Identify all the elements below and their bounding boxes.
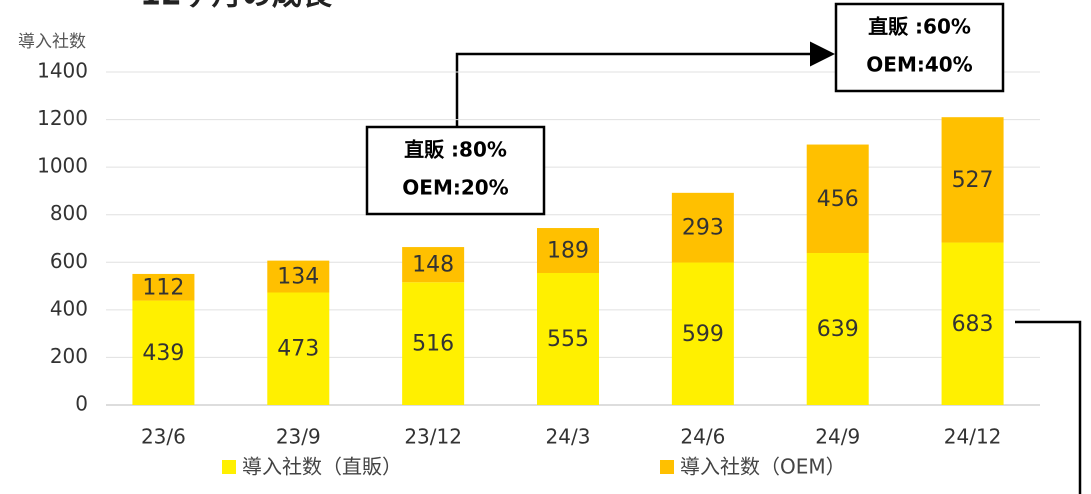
x-tick-label: 24/12 bbox=[944, 425, 1002, 449]
y-axis-label: 導入社数 bbox=[18, 32, 86, 52]
data-label: 134 bbox=[277, 265, 319, 290]
y-tick-label: 1400 bbox=[37, 59, 88, 83]
x-tick-label: 24/6 bbox=[680, 425, 725, 449]
bar-segment bbox=[941, 117, 1004, 243]
x-tick-label: 24/9 bbox=[815, 425, 860, 449]
bar-segment bbox=[806, 144, 869, 254]
data-label: 683 bbox=[952, 312, 994, 337]
legend-swatch bbox=[222, 460, 236, 474]
data-label: 112 bbox=[142, 275, 184, 300]
data-label: 293 bbox=[682, 216, 724, 241]
data-label: 516 bbox=[412, 332, 454, 357]
annotation-box bbox=[365, 125, 546, 216]
data-label: 456 bbox=[817, 187, 859, 212]
legend-label: 導入社数（OEM） bbox=[680, 455, 846, 479]
bar-segment bbox=[132, 300, 195, 405]
annotation-text: 直販 :80% bbox=[404, 138, 507, 162]
legend-swatch bbox=[660, 460, 674, 474]
x-tick-label: 23/12 bbox=[404, 425, 462, 449]
y-tick-label: 600 bbox=[50, 249, 88, 273]
chart-title: 12ヶ月の成長 bbox=[140, 0, 333, 13]
annotation-text: OEM:40% bbox=[866, 53, 972, 77]
data-label: 599 bbox=[682, 322, 724, 347]
x-tick-label: 24/3 bbox=[546, 425, 591, 449]
x-tick-label: 23/6 bbox=[141, 425, 186, 449]
data-label: 639 bbox=[817, 317, 859, 342]
legend-label: 導入社数（直販） bbox=[242, 455, 402, 479]
bar-segment bbox=[537, 228, 599, 273]
bar-segment bbox=[806, 253, 869, 405]
y-tick-label: 800 bbox=[50, 201, 88, 225]
bar-segment bbox=[402, 282, 465, 405]
bar-segment bbox=[671, 192, 734, 263]
bar-segment bbox=[537, 272, 599, 405]
annotation-text: OEM:20% bbox=[402, 176, 508, 200]
bar-segment bbox=[671, 262, 734, 405]
connector bbox=[1015, 320, 1082, 494]
y-tick-label: 0 bbox=[75, 392, 88, 416]
data-label: 148 bbox=[412, 253, 454, 278]
bar-segment bbox=[132, 273, 195, 301]
data-label: 189 bbox=[547, 239, 589, 264]
bar-segment bbox=[267, 260, 330, 293]
bar-segment bbox=[941, 242, 1004, 405]
bar-segment bbox=[267, 292, 330, 405]
y-tick-label: 400 bbox=[50, 296, 88, 320]
data-label: 555 bbox=[547, 327, 589, 352]
data-label: 439 bbox=[142, 341, 184, 366]
bar-segment bbox=[402, 247, 465, 283]
y-tick-label: 200 bbox=[50, 344, 88, 368]
arrow bbox=[455, 41, 835, 127]
data-label: 527 bbox=[952, 168, 994, 193]
y-tick-label: 1000 bbox=[37, 154, 88, 178]
data-label: 473 bbox=[277, 337, 319, 362]
y-tick-label: 1200 bbox=[37, 106, 88, 130]
x-tick-label: 23/9 bbox=[276, 425, 321, 449]
annotation-box bbox=[834, 2, 1005, 93]
annotation-text: 直販 :60% bbox=[868, 15, 971, 39]
